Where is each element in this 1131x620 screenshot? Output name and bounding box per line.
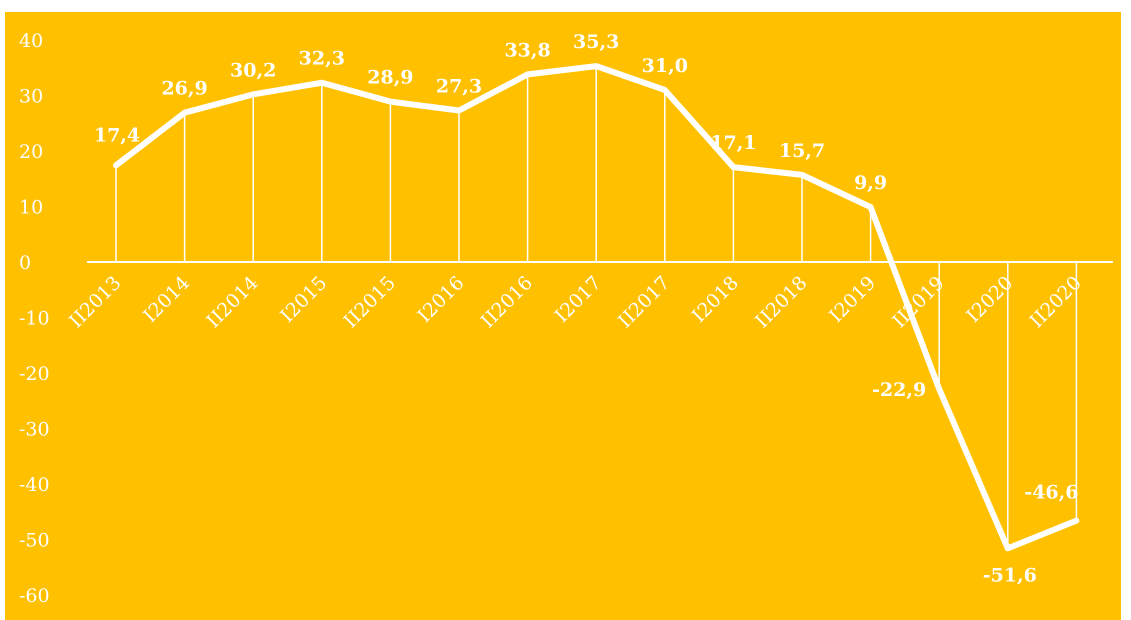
data-label: 30,2 — [230, 59, 276, 81]
y-tick-label: 0 — [19, 252, 31, 274]
y-tick-label: 40 — [19, 30, 43, 52]
data-label: 35,3 — [573, 31, 619, 53]
data-label: 26,9 — [161, 78, 207, 100]
y-tick-label: 10 — [19, 197, 43, 219]
y-tick-label: -20 — [19, 363, 50, 385]
y-axis-ticks: 40 30 20 10 0 -10 -20 -30 -40 -50 -60 — [19, 30, 50, 607]
y-tick-label: -60 — [19, 585, 50, 607]
data-label: -46,6 — [1024, 482, 1078, 504]
data-label: -51,6 — [983, 564, 1037, 586]
y-tick-label: -40 — [19, 474, 50, 496]
y-tick-label: -30 — [19, 419, 50, 441]
data-label: 32,3 — [299, 48, 345, 70]
data-label: 17,1 — [710, 132, 756, 154]
data-label: 33,8 — [504, 39, 550, 61]
line-chart: 40 30 20 10 0 -10 -20 -30 -40 -50 -60 II2013 I2014 I… — [5, 12, 1121, 620]
data-labels: 17,4 26,9 30,2 32,3 28,9 27,3 33,8 35,3 31,0 17,1… — [94, 31, 1079, 586]
y-tick-label: -50 — [19, 530, 50, 552]
data-label: 28,9 — [367, 67, 413, 89]
series-line — [113, 63, 1080, 552]
y-tick-label: 20 — [19, 141, 43, 163]
data-label: -22,9 — [872, 379, 926, 401]
data-label: 9,9 — [854, 172, 887, 194]
y-tick-label: -10 — [19, 308, 50, 330]
data-label: 27,3 — [436, 75, 482, 97]
data-label: 31,0 — [642, 55, 688, 77]
y-tick-label: 30 — [19, 86, 43, 108]
data-label: 17,4 — [94, 124, 140, 146]
data-label: 15,7 — [779, 140, 825, 162]
drop-lines — [115, 66, 1078, 549]
